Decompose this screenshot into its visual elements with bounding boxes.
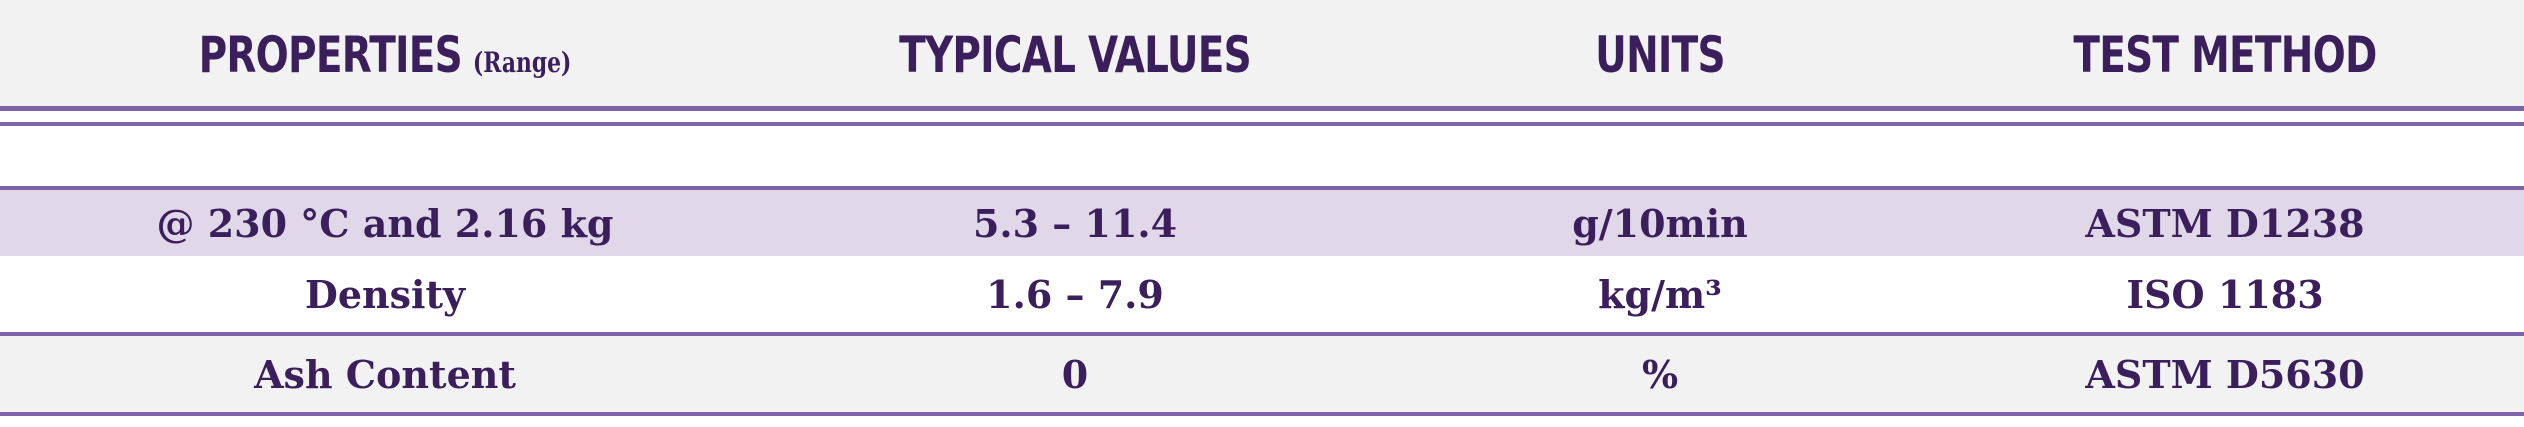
header-properties: PROPERTIES (Range): [147, 26, 623, 96]
header-typical-values: TYPICAL VALUES: [899, 26, 1252, 84]
row-method: ISO 1183: [2126, 271, 2324, 317]
row-value: 5.3 – 11.4: [972, 200, 1178, 246]
row-property: @ 230 °C and 2.16 kg: [156, 200, 614, 246]
table-bottom-rule: [0, 412, 2524, 416]
row-property: Density: [304, 271, 466, 317]
row-unit: %: [1641, 351, 1679, 397]
header-units: UNITS: [1595, 26, 1725, 84]
row-method: ASTM D1238: [2085, 200, 2365, 246]
table-row: Density 1.6 – 7.9 kg/m³ ISO 1183: [0, 256, 2524, 332]
row-method: ASTM D5630: [2085, 351, 2365, 397]
header-properties-sub: (Range): [472, 46, 572, 79]
header-rule-top: [0, 106, 2524, 111]
header-rule-bottom: [0, 122, 2524, 126]
row-value: 1.6 – 7.9: [986, 271, 1164, 317]
table-row: @ 230 °C and 2.16 kg 5.3 – 11.4 g/10min …: [0, 190, 2524, 256]
row-divider: [0, 186, 2524, 190]
header-properties-label: PROPERTIES: [198, 26, 463, 84]
row-divider: [0, 332, 2524, 336]
row-property: Ash Content: [254, 351, 516, 397]
table-header: PROPERTIES (Range) TYPICAL VALUES UNITS …: [0, 0, 2524, 106]
header-test-method: TEST METHOD: [2073, 26, 2377, 84]
row-unit: g/10min: [1572, 200, 1748, 246]
table-row: Ash Content 0 % ASTM D5630: [0, 336, 2524, 412]
row-value: 0: [1061, 351, 1089, 397]
row-unit: kg/m³: [1598, 271, 1722, 317]
